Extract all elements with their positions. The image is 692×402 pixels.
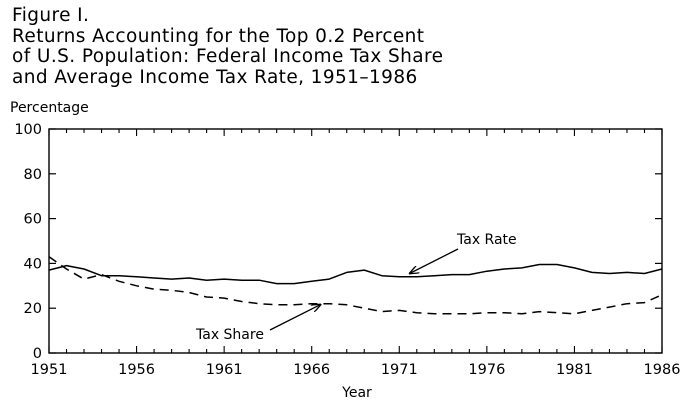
figure-title-line-1: Returns Accounting for the Top 0.2 Perce… xyxy=(12,25,425,47)
series-group xyxy=(48,256,663,315)
annotation-tax-share: Tax Share xyxy=(195,327,264,343)
plot-frame xyxy=(48,128,663,354)
y-tick-label: 0 xyxy=(33,346,42,362)
y-axis-title: Percentage xyxy=(10,100,89,116)
x-tick-label: 1951 xyxy=(31,362,68,378)
x-tick-label: 1966 xyxy=(293,362,330,378)
x-tick-label: 1956 xyxy=(118,362,155,378)
y-tick-label: 20 xyxy=(24,301,42,317)
x-axis: 1951 1956 1961 1966 1971 1976 1981 1986 xyxy=(31,129,681,378)
series-line-tax-rate xyxy=(48,263,663,285)
x-tick-label: 1971 xyxy=(381,362,418,378)
arrow-tax-share xyxy=(269,305,320,331)
figure-title-block: Figure I. Returns Accounting for the Top… xyxy=(12,5,444,88)
y-tick-label: 40 xyxy=(24,256,42,272)
figure-label: Figure I. xyxy=(12,5,90,26)
annotation-tax-rate: Tax Rate xyxy=(456,232,517,248)
figure-title-line-2: of U.S. Population: Federal Income Tax S… xyxy=(12,46,444,67)
y-tick-label: 80 xyxy=(24,167,42,183)
arrow-tax-rate xyxy=(410,248,459,273)
x-tick-label: 1986 xyxy=(644,362,681,378)
x-tick-label: 1981 xyxy=(556,362,593,378)
x-tick-label: 1976 xyxy=(468,362,505,378)
y-tick-label: 100 xyxy=(14,122,42,138)
x-axis-title: Year xyxy=(341,385,372,401)
x-tick-label: 1961 xyxy=(206,362,243,378)
y-tick-label: 60 xyxy=(24,212,42,228)
figure-title-line-3: and Average Income Tax Rate, 1951–1986 xyxy=(12,66,418,88)
series-line-tax-share xyxy=(48,256,663,315)
annotations: Tax Rate Tax Share xyxy=(195,232,517,343)
y-axis: 0 20 40 60 80 100 xyxy=(14,122,662,362)
